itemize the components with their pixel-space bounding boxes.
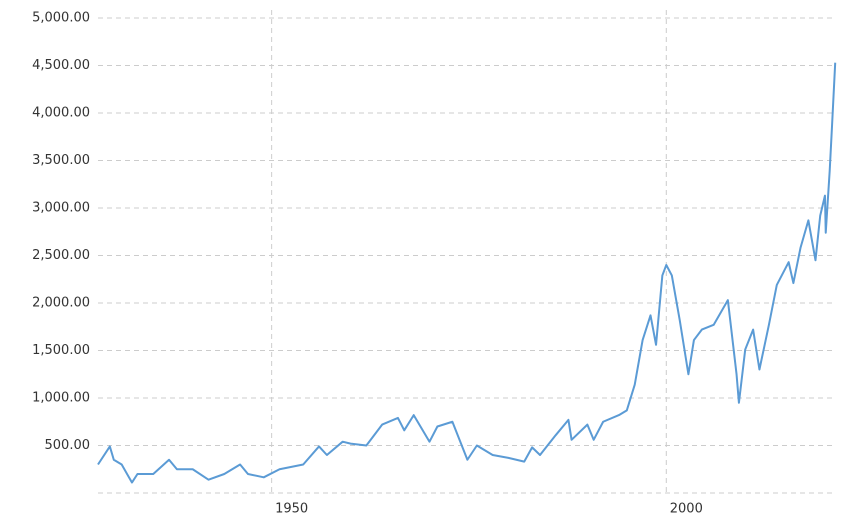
y-tick-label: 500.00 <box>45 438 91 453</box>
y-tick-label: 5,000.00 <box>32 11 90 26</box>
y-tick-label: 2,000.00 <box>32 296 90 311</box>
line-series <box>97 62 837 484</box>
y-tick-label: 1,000.00 <box>32 391 90 406</box>
x-tick-label: 2000 <box>670 502 703 517</box>
y-tick-label: 1,500.00 <box>32 343 90 358</box>
y-tick-label: 4,000.00 <box>32 106 90 121</box>
x-tick-label: 1950 <box>275 502 308 517</box>
y-tick-label: 2,500.00 <box>32 248 90 263</box>
y-tick-label: 3,000.00 <box>32 201 90 216</box>
y-tick-label: 4,500.00 <box>32 58 90 73</box>
y-tick-label: 3,500.00 <box>32 153 90 168</box>
